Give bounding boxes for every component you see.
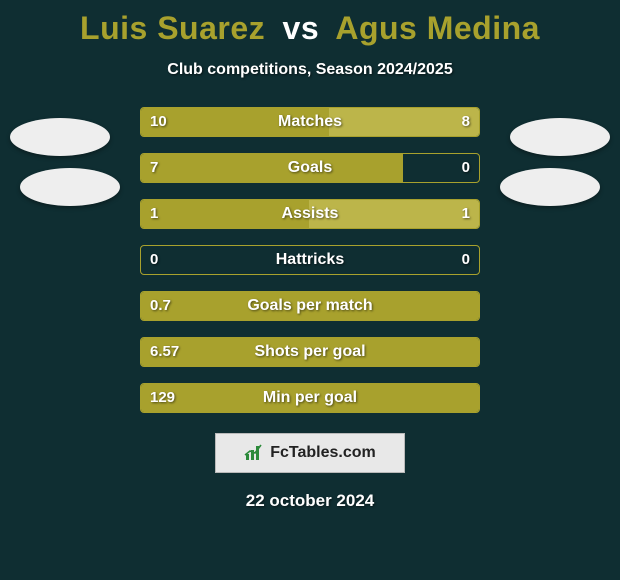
comparison-infographic: Luis Suarez vs Agus Medina Club competit… xyxy=(0,0,620,580)
title-player1: Luis Suarez xyxy=(80,10,265,46)
title-player2: Agus Medina xyxy=(335,10,540,46)
stat-bar-left-fill xyxy=(141,108,331,136)
stat-bar-left-fill xyxy=(141,384,480,412)
date-text: 22 october 2024 xyxy=(0,491,620,511)
stat-bar-left-fill xyxy=(141,292,480,320)
stat-bar-left-fill xyxy=(141,338,480,366)
stat-rows: Matches108 Goals70 Assists11 Hattricks00 Goa… xyxy=(0,107,620,413)
stat-row: Goals70 xyxy=(0,153,620,183)
brand-chart-icon xyxy=(244,444,264,462)
stat-bar-track xyxy=(140,199,480,229)
stat-row: Min per goal129 xyxy=(0,383,620,413)
stat-row: Matches108 xyxy=(0,107,620,137)
stat-row: Goals per match0.7 xyxy=(0,291,620,321)
stat-row: Shots per goal6.57 xyxy=(0,337,620,367)
stat-bar-track xyxy=(140,337,480,367)
stat-bar-track xyxy=(140,291,480,321)
stat-bar-right-fill xyxy=(329,108,479,136)
stat-row: Assists11 xyxy=(0,199,620,229)
subtitle: Club competitions, Season 2024/2025 xyxy=(0,61,620,79)
stat-row: Hattricks00 xyxy=(0,245,620,275)
stat-bar-left-fill xyxy=(141,154,403,182)
stat-bar-track xyxy=(140,245,480,275)
stat-bar-track xyxy=(140,107,480,137)
brand-text: FcTables.com xyxy=(270,444,376,462)
stat-bar-right-fill xyxy=(309,200,479,228)
page-title: Luis Suarez vs Agus Medina xyxy=(0,10,620,47)
title-vs: vs xyxy=(283,10,320,46)
stat-bar-track xyxy=(140,383,480,413)
stat-bar-left-fill xyxy=(141,200,311,228)
brand-badge[interactable]: FcTables.com xyxy=(215,433,405,473)
stat-bar-track xyxy=(140,153,480,183)
